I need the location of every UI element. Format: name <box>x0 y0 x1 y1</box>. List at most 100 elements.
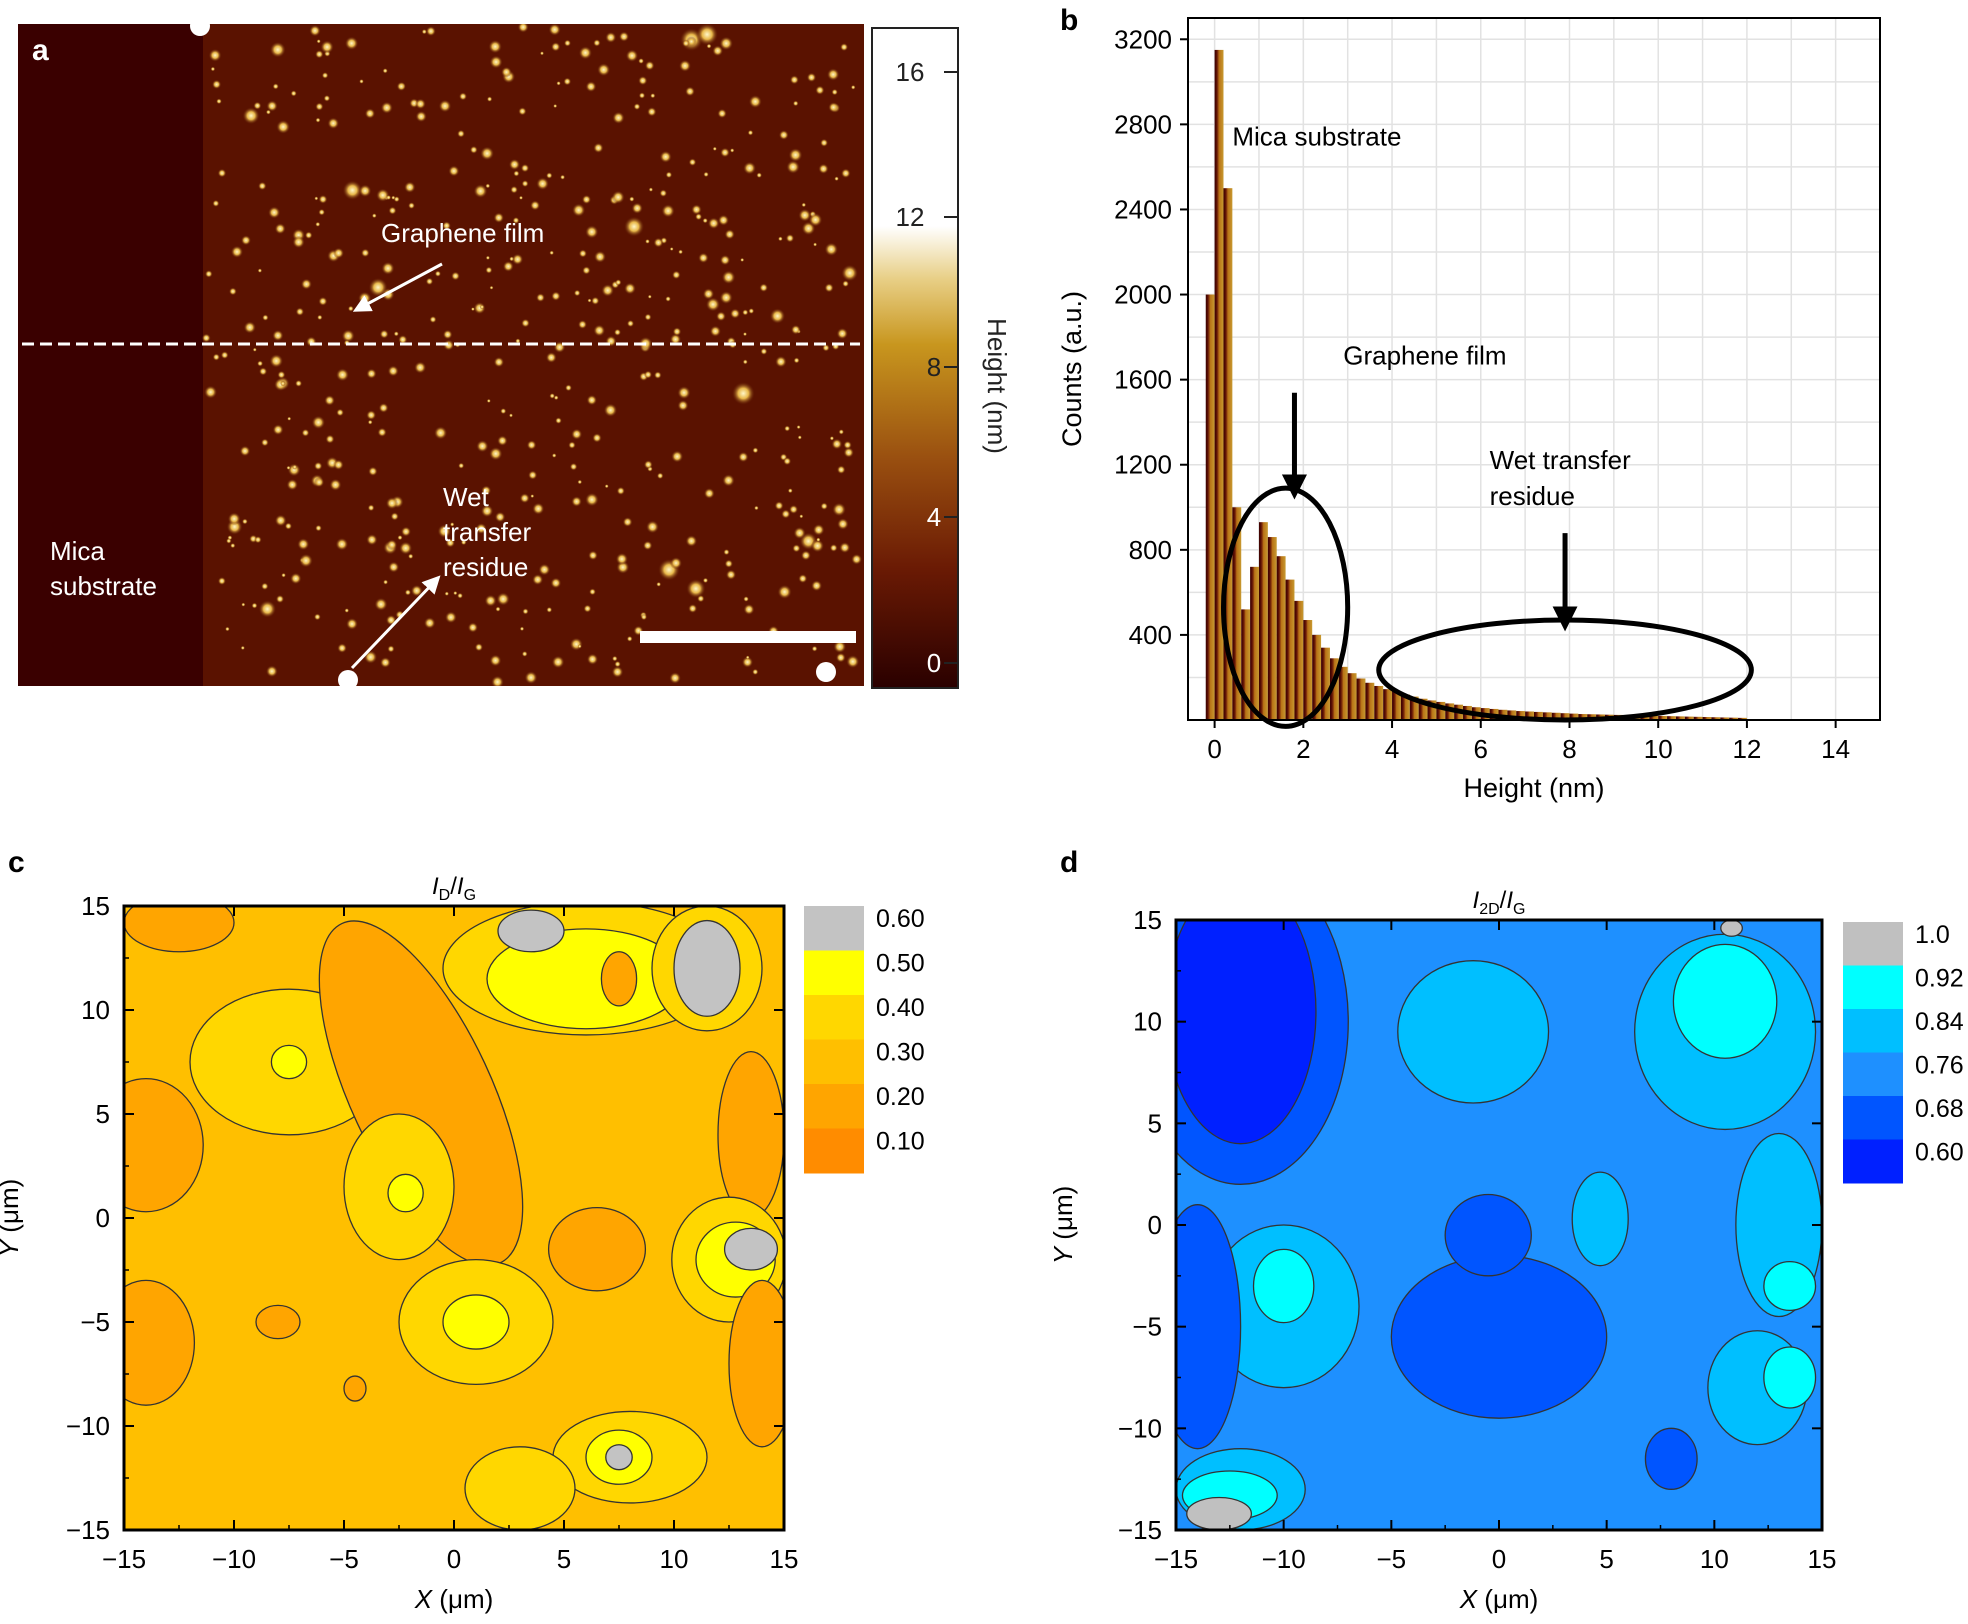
afm-speck <box>502 260 514 272</box>
afm-speck <box>258 367 268 376</box>
afm-speck <box>438 99 452 113</box>
afm-speck <box>613 328 622 336</box>
afm-speck <box>800 550 812 561</box>
afm-speck <box>274 223 286 235</box>
afm-speck <box>292 235 305 249</box>
afm-speck <box>204 270 213 278</box>
afm-speck <box>813 242 818 247</box>
contour-region <box>497 909 565 953</box>
afm-speck <box>396 81 406 92</box>
afm-speck <box>366 534 378 546</box>
x-tick-label: 15 <box>770 1544 799 1574</box>
afm-speck <box>280 380 286 387</box>
afm-speck <box>397 534 403 541</box>
afm-speck <box>458 92 468 101</box>
afm-speck <box>656 581 662 587</box>
hist-bar <box>1675 716 1685 720</box>
afm-speck <box>442 329 453 340</box>
afm-speck <box>364 108 376 119</box>
afm-speck <box>815 85 825 95</box>
contour-region <box>1644 1427 1698 1490</box>
afm-speck <box>374 597 388 611</box>
afm-speck <box>315 117 321 123</box>
contour-region <box>1720 920 1743 937</box>
afm-speck <box>321 72 329 79</box>
legend-swatch <box>1843 1139 1903 1184</box>
afm-speck <box>469 145 478 154</box>
afm-speck <box>358 184 372 198</box>
afm-speck <box>759 283 769 293</box>
hist-annotation: Mica substrate <box>1232 122 1401 152</box>
afm-speck <box>225 626 230 632</box>
afm-speck <box>201 333 211 343</box>
afm-speck <box>269 354 284 368</box>
afm-speck <box>578 46 593 60</box>
title-part: / <box>450 873 457 900</box>
hist-bar <box>1667 716 1676 720</box>
afm-speck <box>342 180 363 201</box>
legend-label: 0.60 <box>1915 1139 1964 1167</box>
hist-bar <box>1205 294 1215 720</box>
afm-speck <box>212 199 220 207</box>
scale-bar <box>640 631 856 643</box>
hist-bar <box>1365 682 1375 720</box>
afm-speck <box>721 270 736 285</box>
afm-speck <box>480 146 495 161</box>
afm-speck <box>528 470 538 480</box>
afm-speck <box>297 538 310 551</box>
afm-speck <box>840 168 851 179</box>
afm-speck <box>521 180 529 188</box>
afm-speck <box>571 496 582 507</box>
title-part: I <box>432 873 439 900</box>
afm-speck <box>568 441 576 449</box>
afm-speck <box>220 351 229 360</box>
afm-speck <box>618 31 630 42</box>
afm-speck <box>850 84 856 90</box>
afm-speck <box>260 438 269 447</box>
hist-bar <box>1338 666 1348 720</box>
afm-speck <box>519 626 525 632</box>
afm-speck <box>550 577 562 589</box>
contour-region <box>1186 1496 1253 1530</box>
hist-bar <box>1214 49 1224 720</box>
afm-speck <box>756 172 763 179</box>
afm-speck <box>659 150 672 163</box>
afm-speck <box>577 644 582 649</box>
afm-speck <box>327 117 340 130</box>
afm-speck <box>445 538 456 548</box>
y-tick-label: 0 <box>96 1203 110 1233</box>
afm-speck <box>778 130 789 140</box>
afm-speck <box>716 311 726 322</box>
x-axis-var: X <box>414 1584 434 1614</box>
x-tick-label: −15 <box>102 1544 146 1574</box>
afm-speck <box>258 600 277 618</box>
afm-speck <box>703 171 709 178</box>
afm-speck <box>638 92 646 99</box>
afm-speck <box>743 596 749 602</box>
afm-speck <box>425 26 436 37</box>
afm-speck <box>571 428 583 440</box>
afm-speck <box>217 168 227 178</box>
afm-speck <box>624 282 636 295</box>
afm-speck <box>688 603 698 614</box>
afm-speck <box>208 48 222 62</box>
afm-speck <box>404 181 416 193</box>
afm-speck <box>393 331 399 337</box>
afm-speck <box>796 425 801 430</box>
afm-speck <box>497 435 508 447</box>
hist-x-tick-label: 4 <box>1385 734 1399 764</box>
afm-speck <box>266 100 278 112</box>
afm-speck <box>470 307 475 312</box>
afm-speck <box>582 266 591 275</box>
afm-speck <box>553 103 558 109</box>
afm-speck <box>546 606 553 613</box>
afm-speck <box>380 101 393 114</box>
hist-bar <box>1729 717 1739 720</box>
afm-speck <box>685 86 695 97</box>
afm-speck <box>217 576 226 586</box>
hist-bar <box>1347 673 1357 720</box>
hist-x-tick-label: 8 <box>1562 734 1576 764</box>
contour-region <box>605 1444 633 1471</box>
contour-region <box>124 1279 196 1406</box>
